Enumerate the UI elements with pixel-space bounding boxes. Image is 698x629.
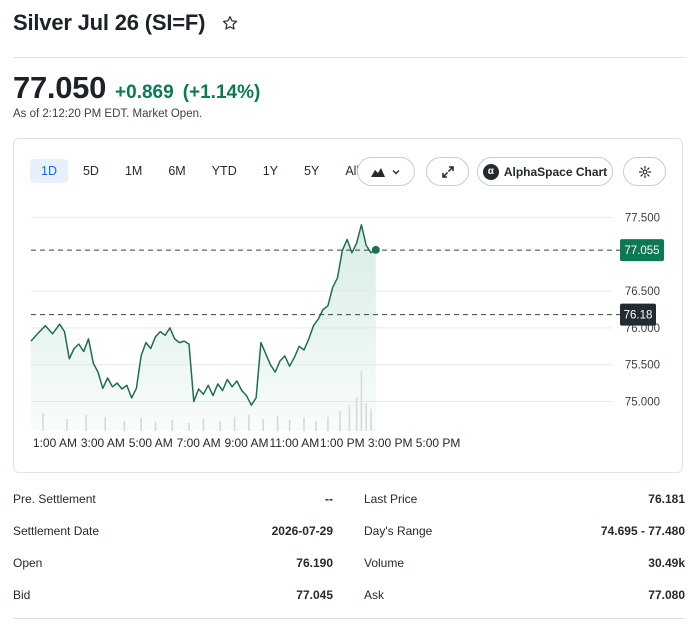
stat-row: Settlement Date 2026-07-29 xyxy=(13,515,333,547)
range-button-5d[interactable]: 5D xyxy=(82,164,99,178)
x-tick-label: 5:00 AM xyxy=(129,436,173,450)
stats-divider xyxy=(13,618,685,619)
stat-label: Ask xyxy=(364,588,385,602)
prev-settlement-label: 76.18 xyxy=(624,310,653,322)
y-tick-label: 75.000 xyxy=(625,397,660,409)
mountain-chart-icon xyxy=(371,167,385,177)
stat-label: Bid xyxy=(13,588,31,602)
stat-row: Last Price 76.181 xyxy=(364,483,685,515)
gear-icon xyxy=(638,165,651,178)
range-button-1m[interactable]: 1M xyxy=(124,164,143,178)
stat-label: Day's Range xyxy=(364,524,433,538)
stat-row: Ask 77.080 xyxy=(364,579,685,611)
x-tick-label: 3:00 PM xyxy=(368,436,413,450)
current-price-label: 77.055 xyxy=(624,245,659,257)
x-tick-label: 3:00 AM xyxy=(81,436,125,450)
stat-label: Settlement Date xyxy=(13,524,100,538)
y-tick-label: 76.500 xyxy=(625,286,660,298)
stat-label: Volume xyxy=(364,556,405,570)
stat-label: Open xyxy=(13,556,43,570)
x-tick-label: 5:00 PM xyxy=(416,436,461,450)
fullscreen-button[interactable] xyxy=(426,157,469,186)
quote-header: Silver Jul 26 (SI=F) xyxy=(13,10,239,36)
star-icon[interactable] xyxy=(221,14,239,32)
stat-row: Day's Range 74.695 - 77.480 xyxy=(364,515,685,547)
range-button-5y[interactable]: 5Y xyxy=(304,164,320,178)
price-chart[interactable]: 77.500 76.500 76.000 75.500 75.000 1:00 AM 3:0… xyxy=(14,139,684,474)
expand-icon xyxy=(441,165,454,178)
x-tick-label: 9:00 AM xyxy=(224,436,268,450)
last-point-dot xyxy=(371,245,380,254)
market-timestamp: As of 2:12:20 PM EDT. Market Open. xyxy=(13,108,203,120)
stat-value: 76.181 xyxy=(648,492,685,506)
stat-value: 2026-07-29 xyxy=(271,524,333,538)
y-tick-label: 76.000 xyxy=(625,323,660,335)
stat-value: 74.695 - 77.480 xyxy=(600,524,685,538)
range-button-all[interactable]: All xyxy=(345,164,360,178)
stat-row: Pre. Settlement -- xyxy=(13,483,333,515)
alphaspace-icon: α xyxy=(482,163,499,180)
current-price-tag xyxy=(620,239,664,262)
alphaspace-label: AlphaSpace Chart xyxy=(503,164,608,179)
y-tick-label: 77.500 xyxy=(625,212,660,224)
stat-value: 77.045 xyxy=(296,588,333,602)
range-button-ytd[interactable]: YTD xyxy=(211,164,237,178)
chart-card: 1D 5D 1M 6M YTD 1Y 5Y All α AlphaSpace Chart 77… xyxy=(13,138,683,473)
stat-value: 76.190 xyxy=(296,556,333,570)
chart-settings-button[interactable] xyxy=(623,157,666,186)
chevron-down-icon xyxy=(392,169,400,174)
range-button-1d[interactable]: 1D xyxy=(30,159,68,183)
stat-label: Last Price xyxy=(364,492,418,506)
range-button-1y[interactable]: 1Y xyxy=(262,164,279,178)
stat-value: -- xyxy=(325,492,333,506)
prev-settlement-tag xyxy=(620,303,656,326)
stat-row: Open 76.190 xyxy=(13,547,333,579)
chart-type-button[interactable] xyxy=(357,157,415,186)
price-change: +0.869 xyxy=(115,82,174,103)
price-line xyxy=(30,224,377,406)
x-tick-label: 11:00 AM xyxy=(269,436,319,450)
price-area xyxy=(31,224,376,431)
header-divider xyxy=(13,57,685,58)
stat-label: Pre. Settlement xyxy=(13,492,96,506)
last-price: 77.050 xyxy=(13,70,107,105)
price-change-percent: (+1.14%) xyxy=(182,82,261,103)
stat-row: Volume 30.49k xyxy=(364,547,685,579)
x-tick-label: 1:00 PM xyxy=(320,436,365,450)
x-tick-label: 7:00 AM xyxy=(177,436,221,450)
x-tick-label: 1:00 AM xyxy=(33,436,77,450)
stat-row: Bid 77.045 xyxy=(13,579,333,611)
page-title: Silver Jul 26 (SI=F) xyxy=(13,10,206,35)
stat-value: 77.080 xyxy=(648,588,685,602)
alphaspace-chart-button[interactable]: α AlphaSpace Chart xyxy=(477,157,613,186)
price-row: 77.050 +0.869 (+1.14%) xyxy=(13,70,260,106)
y-tick-label: 75.500 xyxy=(625,360,660,372)
stat-value: 30.49k xyxy=(648,556,685,570)
range-selector: 1D 5D 1M 6M YTD 1Y 5Y All xyxy=(30,159,374,183)
range-button-6m[interactable]: 6M xyxy=(168,164,186,178)
